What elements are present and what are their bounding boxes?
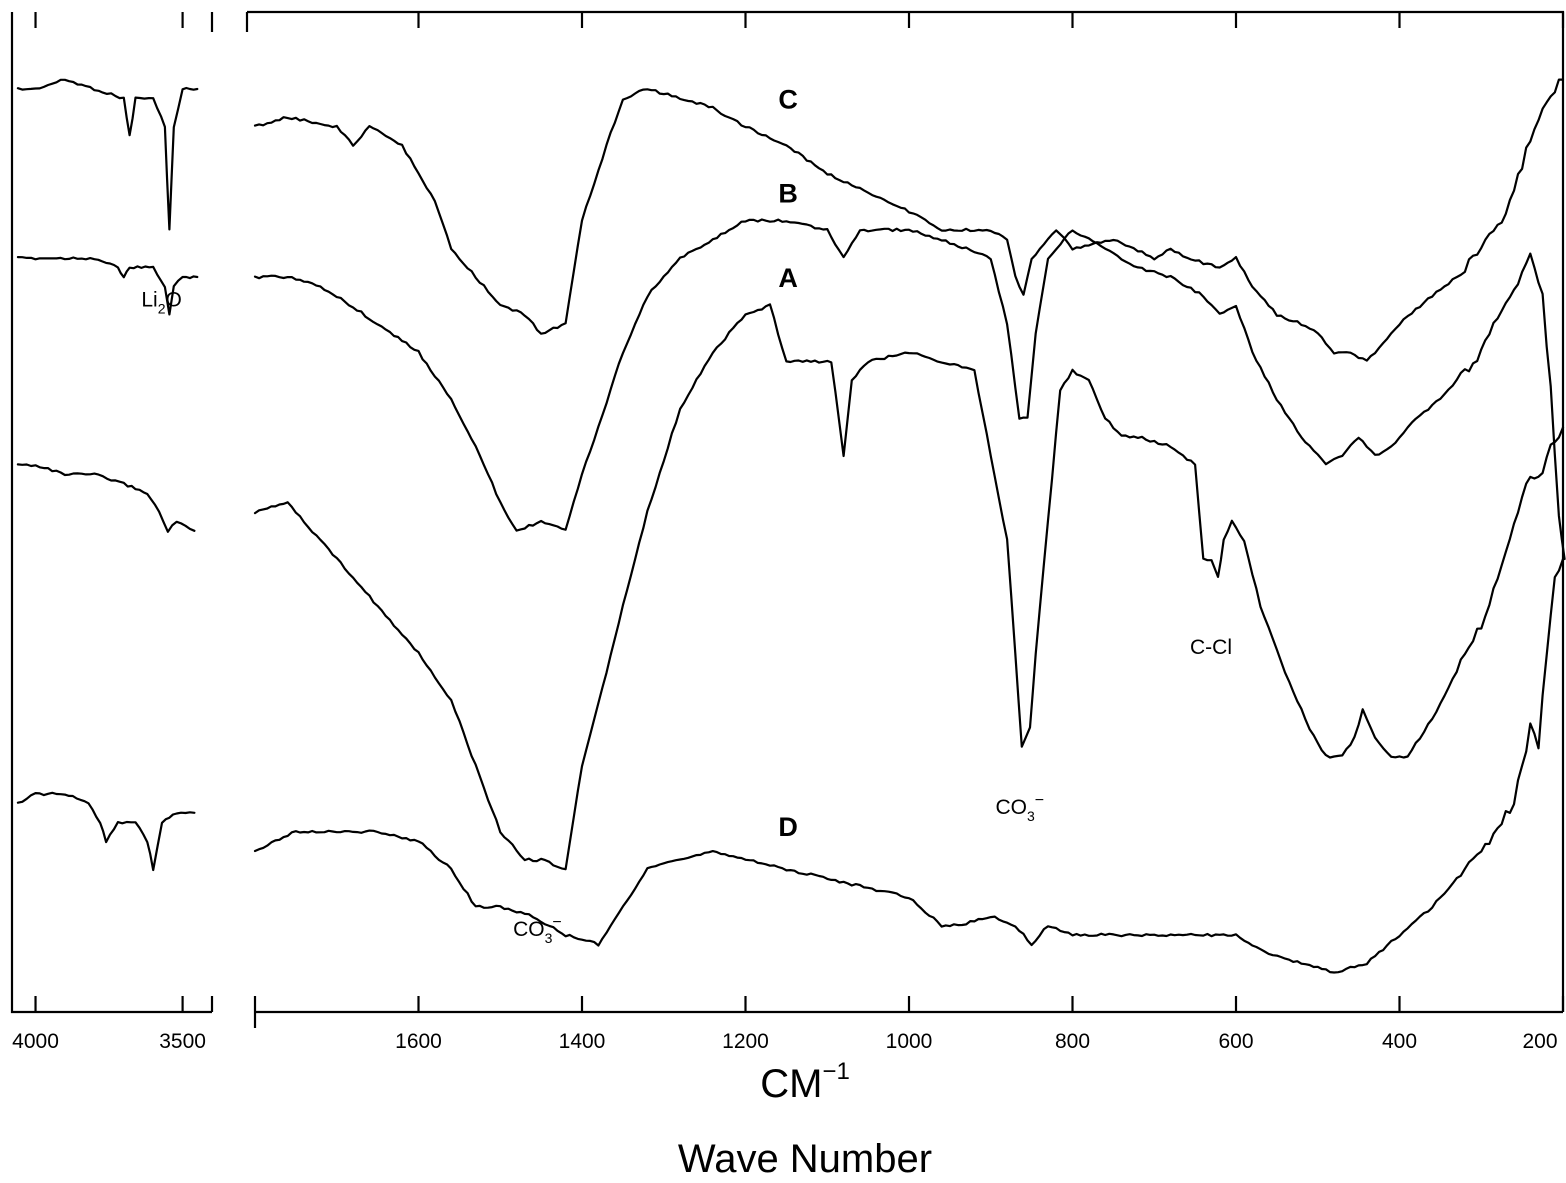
x-tick-label-1200: 1200 <box>722 1030 769 1053</box>
x-axis-ticks: 4000 3500 1600 1400 1200 1000 800 600 400 200 <box>12 12 1565 1053</box>
annotation-text: CO <box>995 796 1026 819</box>
curve-labels: C B A D <box>778 85 798 842</box>
x-tick-label-1600: 1600 <box>395 1030 442 1053</box>
annotation-tail: O <box>166 288 182 311</box>
x-tick-label-1400: 1400 <box>559 1030 606 1053</box>
x-tick-label-600: 600 <box>1218 1030 1253 1053</box>
annotation-2: CO3− <box>995 792 1044 824</box>
left-panel-frame <box>10 12 214 1014</box>
trace-A-left <box>16 463 196 533</box>
trace-B-right <box>253 218 1566 561</box>
x-tick-label-800: 800 <box>1055 1030 1090 1053</box>
trace-D-left <box>16 791 196 872</box>
series-D <box>16 557 1565 974</box>
x-axis-unit-superscript: −1 <box>822 1058 849 1085</box>
trace-B-left <box>16 256 199 316</box>
x-tick-label-400: 400 <box>1382 1030 1417 1053</box>
series-A <box>16 303 1565 871</box>
spectrum-traces <box>16 78 1566 974</box>
series-B <box>16 218 1566 561</box>
annotation-subscript: 3 <box>545 930 553 946</box>
annotation-tail: − <box>1035 792 1044 809</box>
x-axis-title: Wave Number <box>678 1137 932 1181</box>
plot-frames <box>10 10 1565 1028</box>
curve-label-A: A <box>778 263 798 293</box>
trace-D-right <box>253 557 1565 974</box>
annotation-1: CO3− <box>513 914 562 946</box>
annotation-text: Li <box>141 288 157 311</box>
x-tick-label-1000: 1000 <box>886 1030 933 1053</box>
x-axis-unit: CM−1 <box>760 1058 850 1106</box>
trace-C-right <box>253 78 1565 362</box>
annotation-subscript: 3 <box>1027 808 1035 824</box>
x-tick-label-3500: 3500 <box>159 1030 206 1053</box>
annotation-0: Li2O <box>141 288 182 316</box>
trace-A-right <box>253 303 1565 871</box>
trace-C-left <box>16 78 199 231</box>
curve-label-B: B <box>778 179 798 209</box>
curve-label-C: C <box>778 85 798 115</box>
annotation-text: CO <box>513 918 545 941</box>
annotation-tail: − <box>552 914 561 931</box>
x-tick-label-200: 200 <box>1522 1030 1557 1053</box>
series-C <box>16 78 1565 362</box>
x-tick-label-4000: 4000 <box>12 1030 59 1053</box>
annotation-text: C-Cl <box>1190 636 1232 659</box>
curve-label-D: D <box>778 812 798 842</box>
annotation-3: C-Cl <box>1190 636 1232 659</box>
annotation-subscript: 2 <box>158 300 166 316</box>
